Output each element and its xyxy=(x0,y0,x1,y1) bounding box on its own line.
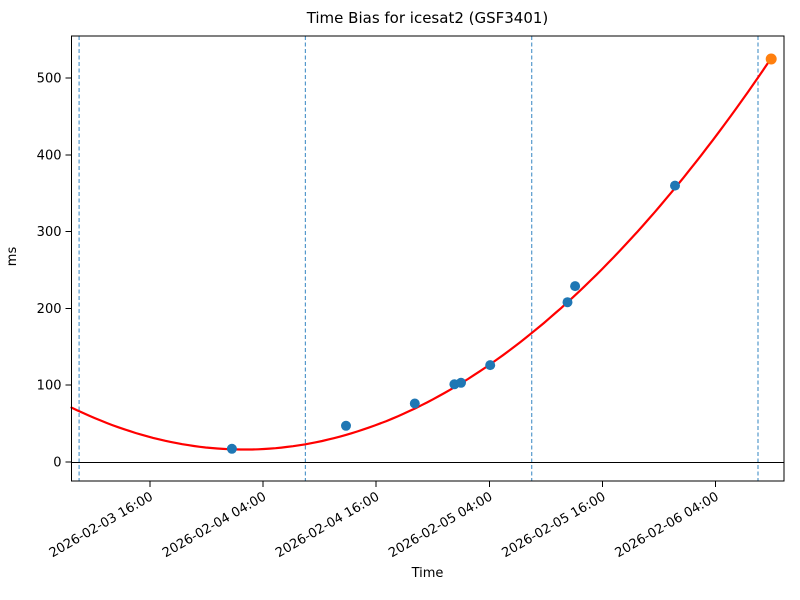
chart-title: Time Bias for icesat2 (GSF3401) xyxy=(306,9,549,27)
data-point xyxy=(409,398,420,409)
data-point xyxy=(226,443,237,454)
x-tick-label: 2026-02-04 04:00 xyxy=(160,489,269,561)
x-tick-label: 2026-02-05 16:00 xyxy=(499,489,608,561)
y-tick-label: 500 xyxy=(37,72,62,87)
x-tick-label: 2026-02-05 04:00 xyxy=(386,489,495,561)
y-tick-label: 200 xyxy=(37,302,62,317)
x-tick-label: 2026-02-04 16:00 xyxy=(273,489,382,561)
y-tick-label: 0 xyxy=(53,455,61,470)
data-point xyxy=(485,360,496,371)
fit-curve xyxy=(70,57,773,451)
data-point xyxy=(562,297,573,308)
x-tick-label: 2026-02-06 04:00 xyxy=(613,489,722,561)
y-tick-label: 300 xyxy=(37,225,62,240)
y-tick-label: 100 xyxy=(37,379,62,394)
data-point xyxy=(670,180,680,191)
x-tick-label: 2026-02-03 16:00 xyxy=(47,489,156,561)
plot-frame xyxy=(71,35,785,482)
latest-point xyxy=(765,53,777,65)
data-point xyxy=(341,420,351,431)
y-axis-label: ms xyxy=(5,246,21,267)
data-point xyxy=(456,377,466,388)
y-tick-label: 400 xyxy=(37,148,62,163)
x-axis-label: Time xyxy=(411,566,444,581)
data-point xyxy=(570,281,581,292)
